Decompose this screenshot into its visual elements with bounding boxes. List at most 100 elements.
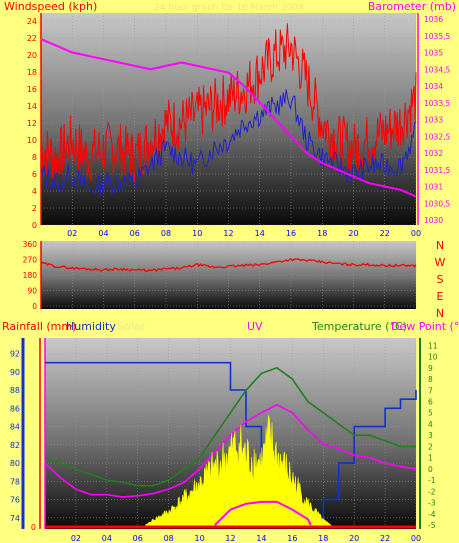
direction-axis: 0 90 180 270 360 (23, 240, 42, 311)
temperature-tick-10: 10 (428, 353, 438, 362)
climate-time-tick-16: 16 (287, 534, 297, 543)
compass-w-1: W (435, 256, 446, 269)
temperature-tick-0: 0 (428, 465, 433, 474)
barometer-tick-1032-5: 1032,5 (424, 132, 450, 141)
windspeed-tick-10: 10 (27, 136, 37, 145)
direction-tick-180: 180 (23, 271, 38, 280)
windspeed-tick-6: 6 (32, 170, 37, 179)
windspeed-tick-4: 4 (32, 187, 37, 196)
compass-s-2: S (437, 273, 444, 286)
solar-axis-title: Solar (117, 320, 146, 333)
barometer-axis: 1030 1030,5 1031 1031,5 1032 1032,5 1033 1033,5… (417, 13, 450, 225)
temperature-tick-3: 3 (428, 431, 433, 440)
compass-n-0: N (436, 239, 444, 252)
windspeed-tick-16: 16 (27, 85, 37, 94)
humidity-tick-74: 74 (10, 514, 20, 523)
windspeed-tick-0: 0 (32, 221, 37, 230)
rainfall-tick-0: 0 (31, 523, 36, 532)
direction-tick-90: 90 (27, 287, 37, 296)
time-tick-08: 08 (161, 229, 171, 238)
climate-time-tick-00: 00 (411, 534, 421, 543)
climate-time-tick-18: 18 (318, 534, 328, 543)
barometer-tick-1032: 1032 (424, 149, 443, 158)
temperature-tick-9: 9 (428, 364, 433, 373)
time-tick-04: 04 (98, 229, 108, 238)
humidity-tick-90: 90 (10, 368, 20, 377)
climate-time-tick-22: 22 (380, 534, 390, 543)
temperature-tick-1: 1 (428, 454, 433, 463)
barometer-tick-1034-5: 1034,5 (424, 65, 450, 74)
humidity-tick-76: 76 (10, 496, 20, 505)
temperature-tick--1: -1 (428, 476, 436, 485)
climate-time-tick-06: 06 (133, 534, 143, 543)
temperature-tick-8: 8 (428, 375, 433, 384)
solar-area (145, 415, 332, 528)
temperature-tick--4: -4 (428, 510, 436, 519)
climate-time-tick-02: 02 (71, 534, 81, 543)
temperature-tick--5: -5 (428, 521, 436, 530)
climate-time-tick-04: 04 (102, 534, 112, 543)
barometer-tick-1031: 1031 (424, 183, 443, 192)
humidity-axis: 74 76 78 80 82 84 86 88 90 92 (10, 338, 25, 529)
barometer-tick-1033: 1033 (424, 116, 443, 125)
temperature-tick-4: 4 (428, 420, 433, 429)
windspeed-axis-title: Windspeed (kph) (4, 0, 97, 13)
climate-time-tick-14: 14 (256, 534, 266, 543)
direction-tick-0: 0 (32, 302, 37, 311)
windspeed-line (40, 23, 417, 183)
rainfall-axis-title: Rainfall (mm) (2, 320, 76, 333)
time-tick-06: 06 (130, 229, 140, 238)
climate-time-tick-12: 12 (225, 534, 235, 543)
time-tick-12: 12 (223, 229, 233, 238)
temperature-tick-5: 5 (428, 409, 433, 418)
temperature-axis-title: Temperature (°C) (311, 320, 407, 333)
compass-e-3: E (437, 290, 444, 303)
time-tick-20: 20 (348, 229, 358, 238)
humidity-axis-title: Humidity (66, 320, 116, 333)
humidity-tick-78: 78 (10, 477, 20, 486)
temperature-tick-6: 6 (428, 398, 433, 407)
windspeed-tick-22: 22 (27, 34, 37, 43)
barometer-tick-1030-5: 1030,5 (424, 199, 450, 208)
windspeed-tick-2: 2 (32, 204, 37, 213)
barometer-tick-1034: 1034 (424, 82, 443, 91)
time-tick-16: 16 (286, 229, 296, 238)
humidity-tick-88: 88 (10, 386, 20, 395)
temperature-tick--2: -2 (428, 487, 436, 496)
direction-line (40, 257, 417, 273)
temperature-line (44, 366, 416, 487)
time-tick-02: 02 (67, 229, 77, 238)
temperature-tick--3: -3 (428, 499, 436, 508)
climate-time-tick-10: 10 (194, 534, 204, 543)
windspeed-tick-12: 12 (27, 119, 37, 128)
barometer-tick-1036: 1036 (424, 15, 443, 24)
barometer-tick-1031-5: 1031,5 (424, 166, 450, 175)
direction-tick-360: 360 (23, 240, 38, 249)
windspeed-tick-8: 8 (32, 153, 37, 162)
barometer-tick-1035-5: 1035,5 (424, 32, 450, 41)
direction-tick-270: 270 (23, 256, 38, 265)
uv-line (214, 500, 312, 526)
time-tick-18: 18 (317, 229, 327, 238)
humidity-tick-92: 92 (10, 350, 20, 359)
dewpoint-line (44, 404, 417, 498)
rainfall-axis: 0 (31, 338, 41, 532)
time-tick-22: 22 (380, 229, 390, 238)
barometer-line (40, 38, 417, 198)
dewpoint-axis-title: Dew Point (°C) (391, 320, 459, 333)
humidity-tick-86: 86 (10, 404, 20, 413)
time-tick-00: 00 (411, 229, 421, 238)
temperature-axis: -5 -4 -3 -2 -1 0 1 2 3 4 5 6 7 8 9 10 11 (419, 338, 438, 530)
gust-line (40, 89, 417, 197)
uv-axis-title: UV (247, 320, 263, 333)
direction-gridlines (41, 241, 417, 309)
wind-time-axis: 02 04 06 08 10 12 14 16 18 20 22 00 (67, 229, 421, 238)
climate-time-tick-08: 08 (164, 534, 174, 543)
climate-time-tick-20: 20 (349, 534, 359, 543)
time-tick-10: 10 (192, 229, 202, 238)
wind-series (40, 23, 417, 198)
humidity-tick-82: 82 (10, 441, 20, 450)
